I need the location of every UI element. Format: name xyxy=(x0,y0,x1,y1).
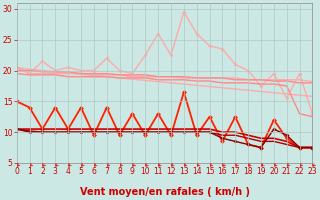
X-axis label: Vent moyen/en rafales ( km/h ): Vent moyen/en rafales ( km/h ) xyxy=(80,187,250,197)
